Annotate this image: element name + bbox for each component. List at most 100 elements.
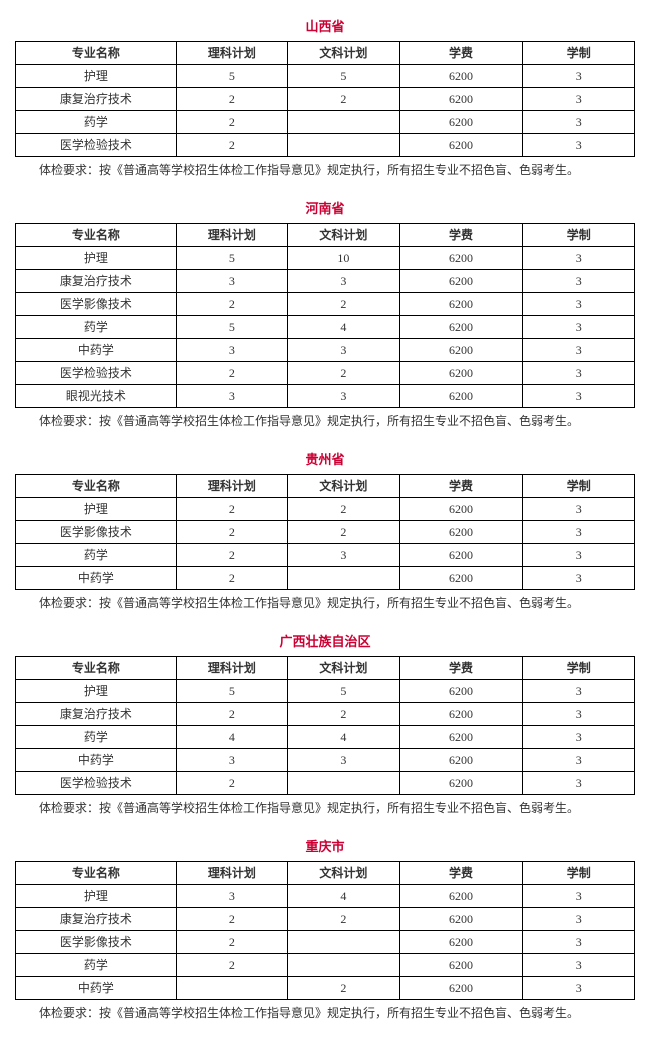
table-header-cell: 文科计划 — [288, 224, 400, 247]
table-header-row: 专业名称理科计划文科计划学费学制 — [16, 475, 635, 498]
table-cell — [288, 954, 400, 977]
note-text: 体检要求：按《普通高等学校招生体检工作指导意见》规定执行，所有招生专业不招色盲、… — [15, 412, 635, 429]
table-cell: 2 — [288, 703, 400, 726]
table-cell: 6200 — [399, 772, 523, 795]
table-cell: 2 — [176, 111, 288, 134]
table-cell: 医学影像技术 — [16, 521, 177, 544]
note-text: 体检要求：按《普通高等学校招生体检工作指导意见》规定执行，所有招生专业不招色盲、… — [15, 594, 635, 611]
table-header-cell: 理科计划 — [176, 475, 288, 498]
note-text: 体检要求：按《普通高等学校招生体检工作指导意见》规定执行，所有招生专业不招色盲、… — [15, 799, 635, 816]
table-header-cell: 学制 — [523, 475, 635, 498]
table-header-cell: 理科计划 — [176, 862, 288, 885]
table-row: 护理5562003 — [16, 65, 635, 88]
table-cell: 2 — [176, 498, 288, 521]
table-header-cell: 学制 — [523, 224, 635, 247]
table-cell: 6200 — [399, 65, 523, 88]
table-cell: 4 — [288, 316, 400, 339]
table-cell: 3 — [288, 339, 400, 362]
table-cell: 3 — [288, 749, 400, 772]
table-cell: 3 — [176, 339, 288, 362]
table-row: 护理5562003 — [16, 680, 635, 703]
table-header-cell: 学费 — [399, 475, 523, 498]
table-cell — [288, 567, 400, 590]
table-cell: 6200 — [399, 385, 523, 408]
table-header-cell: 文科计划 — [288, 42, 400, 65]
table-row: 药学2362003 — [16, 544, 635, 567]
table-cell: 3 — [523, 270, 635, 293]
table-cell: 2 — [176, 567, 288, 590]
table-header-cell: 学费 — [399, 862, 523, 885]
table-cell: 6200 — [399, 680, 523, 703]
table-cell: 3 — [523, 680, 635, 703]
table-cell: 3 — [523, 247, 635, 270]
table-row: 医学检验技术2262003 — [16, 362, 635, 385]
table-cell: 3 — [523, 977, 635, 1000]
table-cell: 3 — [288, 270, 400, 293]
table-cell: 中药学 — [16, 749, 177, 772]
table-cell: 6200 — [399, 749, 523, 772]
table-cell: 3 — [523, 65, 635, 88]
table-cell: 4 — [288, 726, 400, 749]
plan-table: 专业名称理科计划文科计划学费学制护理5562003康复治疗技术2262003药学… — [15, 41, 635, 157]
table-cell: 中药学 — [16, 339, 177, 362]
table-cell: 护理 — [16, 65, 177, 88]
table-cell: 6200 — [399, 544, 523, 567]
table-cell: 4 — [176, 726, 288, 749]
table-cell: 药学 — [16, 726, 177, 749]
note-text: 体检要求：按《普通高等学校招生体检工作指导意见》规定执行，所有招生专业不招色盲、… — [15, 1004, 635, 1021]
table-cell: 2 — [288, 521, 400, 544]
table-row: 护理3462003 — [16, 885, 635, 908]
province-section: 山西省专业名称理科计划文科计划学费学制护理5562003康复治疗技术226200… — [15, 16, 635, 178]
table-row: 护理51062003 — [16, 247, 635, 270]
table-row: 医学检验技术262003 — [16, 772, 635, 795]
table-cell: 医学检验技术 — [16, 134, 177, 157]
table-header-cell: 理科计划 — [176, 657, 288, 680]
table-cell: 2 — [176, 954, 288, 977]
table-cell: 医学检验技术 — [16, 772, 177, 795]
table-cell: 护理 — [16, 680, 177, 703]
table-cell: 6200 — [399, 977, 523, 1000]
table-cell: 6200 — [399, 111, 523, 134]
table-cell: 2 — [288, 293, 400, 316]
table-cell — [288, 772, 400, 795]
table-row: 康复治疗技术2262003 — [16, 703, 635, 726]
table-cell: 护理 — [16, 885, 177, 908]
table-cell: 2 — [176, 88, 288, 111]
table-row: 中药学3362003 — [16, 339, 635, 362]
plan-table: 专业名称理科计划文科计划学费学制护理2262003医学影像技术2262003药学… — [15, 474, 635, 590]
table-cell: 6200 — [399, 316, 523, 339]
table-cell: 6200 — [399, 339, 523, 362]
table-cell — [288, 931, 400, 954]
table-cell: 6200 — [399, 908, 523, 931]
table-cell: 3 — [523, 885, 635, 908]
table-cell: 3 — [523, 88, 635, 111]
table-cell: 3 — [523, 111, 635, 134]
table-cell: 3 — [523, 362, 635, 385]
table-cell: 医学检验技术 — [16, 362, 177, 385]
table-cell: 6200 — [399, 362, 523, 385]
table-cell: 6200 — [399, 521, 523, 544]
table-header-cell: 学制 — [523, 42, 635, 65]
table-cell: 3 — [523, 339, 635, 362]
table-cell: 医学影像技术 — [16, 293, 177, 316]
table-cell: 2 — [288, 977, 400, 1000]
table-header-cell: 专业名称 — [16, 475, 177, 498]
table-row: 药学4462003 — [16, 726, 635, 749]
table-cell: 5 — [288, 680, 400, 703]
table-row: 眼视光技术3362003 — [16, 385, 635, 408]
table-cell: 6200 — [399, 931, 523, 954]
section-title: 广西壮族自治区 — [15, 631, 635, 650]
table-header-row: 专业名称理科计划文科计划学费学制 — [16, 224, 635, 247]
table-cell: 中药学 — [16, 567, 177, 590]
table-cell: 2 — [176, 931, 288, 954]
table-cell: 药学 — [16, 544, 177, 567]
table-cell: 6200 — [399, 567, 523, 590]
table-row: 中药学3362003 — [16, 749, 635, 772]
table-cell: 康复治疗技术 — [16, 88, 177, 111]
table-cell: 6200 — [399, 134, 523, 157]
table-cell: 3 — [176, 270, 288, 293]
table-cell: 3 — [176, 385, 288, 408]
province-section: 河南省专业名称理科计划文科计划学费学制护理51062003康复治疗技术33620… — [15, 198, 635, 429]
table-cell: 6200 — [399, 247, 523, 270]
table-row: 中药学262003 — [16, 977, 635, 1000]
